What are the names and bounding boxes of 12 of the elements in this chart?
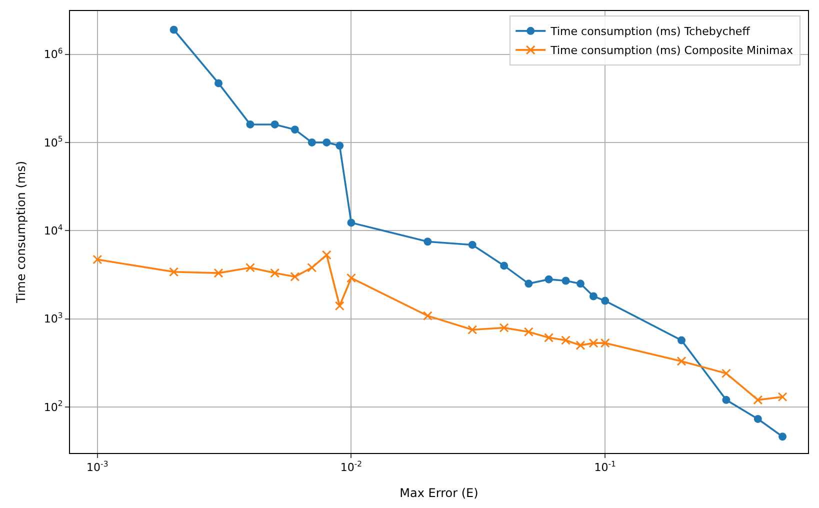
x-axis-title: Max Error (E) bbox=[400, 486, 478, 500]
y-axis-title: Time consumption (ms) bbox=[14, 161, 28, 304]
y-tick-label: 10$^{5}$ bbox=[44, 134, 63, 150]
x-tick-label: 10$^{-3}$ bbox=[86, 460, 108, 474]
y-tick-label: 10$^{6}$ bbox=[44, 46, 63, 62]
y-tick-label: 10$^{3}$ bbox=[44, 310, 63, 326]
y-tick-label: 10$^{4}$ bbox=[44, 222, 63, 238]
legend-label: Time consumption (ms) Tchebycheff bbox=[550, 25, 750, 38]
x-tick-label: 10$^{-1}$ bbox=[594, 460, 616, 474]
y-tick-label: 10$^{2}$ bbox=[44, 399, 63, 414]
legend-label: Time consumption (ms) Composite Minimax bbox=[550, 44, 794, 58]
x-tick-label: 10$^{-2}$ bbox=[340, 460, 362, 474]
